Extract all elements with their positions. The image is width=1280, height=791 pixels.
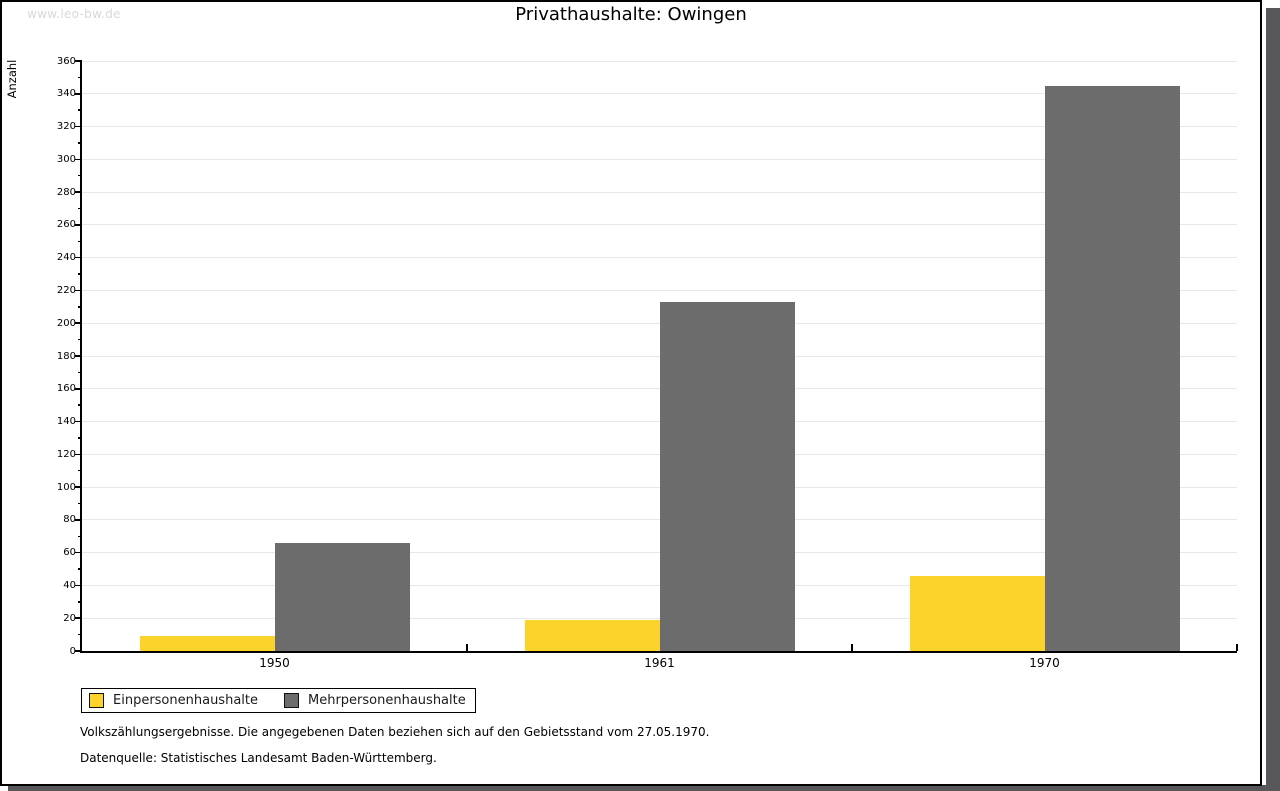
- y-tick-label-140: 140: [56, 416, 76, 428]
- legend-item-einpersonenhaushalte: Einpersonenhaushalte: [89, 693, 258, 708]
- chart-title: Privathaushalte: Owingen: [515, 4, 747, 25]
- y-major-tick-200: [75, 322, 82, 324]
- y-major-tick-160: [75, 388, 82, 390]
- y-major-tick-300: [75, 158, 82, 161]
- y-tick-label-260: 260: [56, 219, 76, 231]
- gridline-320: [82, 126, 1237, 128]
- y-major-tick-0: [75, 650, 82, 652]
- footnote-gebietsstand: Volkszählungsergebnisse. Die angegebenen…: [80, 725, 710, 739]
- y-tick-label-320: 320: [56, 121, 76, 133]
- y-tick-label-0: 0: [69, 645, 76, 657]
- y-tick-label-180: 180: [56, 350, 76, 362]
- bar-mehrpersonenhaushalte-1961: [659, 301, 795, 651]
- chart-plot-area: 0 20 40 60 80 100 120 140 160 180 200 220 240 260 280 3…: [56, 55, 1238, 670]
- gridline-280: [82, 191, 1237, 193]
- gridline-360: [82, 60, 1237, 62]
- legend-swatch-mehrpersonenhaushalte: [284, 693, 299, 708]
- x-boundary-tick-1: [466, 644, 468, 651]
- y-tick-label-220: 220: [56, 284, 76, 296]
- legend-item-mehrpersonenhaushalte: Mehrpersonenhaushalte: [284, 693, 466, 708]
- x-boundary-tick-3: [1236, 644, 1238, 651]
- y-tick-label-340: 340: [56, 88, 76, 100]
- legend-label-einpersonenhaushalte: Einpersonenhaushalte: [113, 693, 258, 708]
- bar-einpersonenhaushalte-1970: [909, 575, 1045, 651]
- gridline-260: [82, 224, 1237, 226]
- y-major-tick-80: [75, 519, 82, 521]
- x-tick-label-1970: 1970: [1029, 656, 1060, 670]
- y-major-tick-340: [75, 93, 82, 95]
- y-major-tick-320: [75, 125, 82, 128]
- y-tick-label-160: 160: [56, 383, 76, 395]
- legend-swatch-einpersonenhaushalte: [89, 693, 104, 708]
- x-axis-line: [80, 651, 1237, 653]
- y-major-tick-40: [75, 584, 82, 587]
- gridline-300: [82, 158, 1237, 160]
- y-tick-label-280: 280: [56, 186, 76, 198]
- y-tick-label-100: 100: [56, 481, 76, 493]
- gridline-240: [82, 257, 1237, 259]
- x-tick-label-1961: 1961: [644, 656, 675, 670]
- bar-mehrpersonenhaushalte-1950: [274, 542, 410, 651]
- y-tick-label-120: 120: [56, 448, 76, 460]
- bar-einpersonenhaushalte-1961: [524, 619, 660, 651]
- bar-einpersonenhaushalte-1950: [139, 636, 275, 651]
- y-major-tick-100: [75, 486, 82, 488]
- y-major-tick-220: [75, 289, 82, 292]
- y-major-tick-20: [75, 617, 82, 619]
- legend: Einpersonenhaushalte Mehrpersonenhaushal…: [81, 688, 476, 713]
- legend-label-mehrpersonenhaushalte: Mehrpersonenhaushalte: [308, 693, 466, 708]
- watermark: www.leo-bw.de: [27, 7, 121, 21]
- chart-page: www.leo-bw.de Privathaushalte: Owingen A…: [5, 4, 1238, 765]
- y-tick-label-20: 20: [63, 612, 76, 624]
- y-tick-label-240: 240: [56, 252, 76, 264]
- y-major-tick-120: [75, 453, 82, 456]
- y-tick-label-60: 60: [63, 547, 76, 559]
- y-tick-label-40: 40: [63, 579, 76, 591]
- x-tick-label-1950: 1950: [259, 656, 290, 670]
- y-axis-line: [80, 61, 82, 653]
- y-tick-label-300: 300: [56, 153, 76, 165]
- page-shadow-bottom: [8, 785, 1280, 791]
- bar-mehrpersonenhaushalte-1970: [1044, 85, 1180, 651]
- gridline-340: [82, 93, 1237, 95]
- x-boundary-tick-2: [851, 644, 853, 651]
- page-shadow-right: [1266, 8, 1280, 791]
- y-major-tick-260: [75, 224, 82, 226]
- y-tick-label-360: 360: [56, 55, 76, 67]
- y-major-tick-280: [75, 191, 82, 193]
- gridline-220: [82, 289, 1237, 291]
- y-major-tick-140: [75, 420, 82, 423]
- footnote-datenquelle: Datenquelle: Statistisches Landesamt Bad…: [80, 751, 437, 765]
- y-major-tick-240: [75, 256, 82, 259]
- y-major-tick-180: [75, 355, 82, 357]
- y-tick-label-80: 80: [63, 514, 76, 526]
- y-tick-label-200: 200: [56, 317, 76, 329]
- y-major-tick-60: [75, 551, 82, 554]
- y-major-tick-360: [75, 60, 82, 62]
